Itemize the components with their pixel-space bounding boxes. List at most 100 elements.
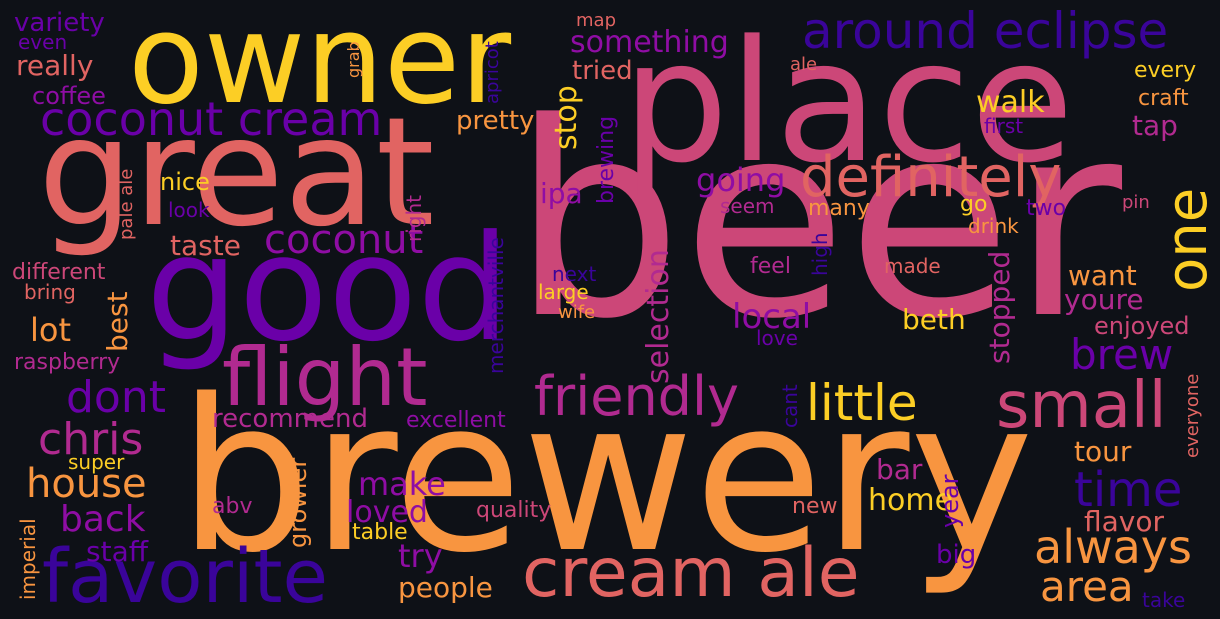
word-place: place bbox=[622, 4, 1074, 200]
word-selection: selection bbox=[641, 249, 676, 384]
word-owner: owner bbox=[128, 0, 512, 132]
word-brew: brew bbox=[1070, 330, 1174, 379]
word-love: love bbox=[756, 326, 798, 350]
word-cant: cant bbox=[778, 384, 802, 428]
word-pin: pin bbox=[1122, 192, 1150, 213]
word-every: every bbox=[1134, 58, 1197, 83]
word-people: people bbox=[398, 571, 493, 604]
word-house: house bbox=[26, 461, 147, 507]
word-bar: bar bbox=[876, 453, 923, 486]
word-beth: beth bbox=[902, 303, 966, 336]
word-variety: variety bbox=[14, 8, 105, 38]
word-merchantville: merchantville bbox=[484, 237, 508, 374]
word-coffee: coffee bbox=[32, 82, 106, 110]
word-area: area bbox=[1040, 562, 1134, 611]
word-even: even bbox=[18, 30, 68, 54]
word-flavor: flavor bbox=[1084, 505, 1165, 538]
word-feel: feel bbox=[750, 254, 791, 279]
word-small: small bbox=[996, 369, 1167, 443]
word-next: next bbox=[552, 262, 597, 286]
word-back: back bbox=[60, 499, 146, 540]
word-ipa: ipa bbox=[540, 177, 583, 210]
word-wife: wife bbox=[558, 302, 596, 323]
word-something: something bbox=[570, 25, 729, 60]
word-high: high bbox=[808, 232, 832, 276]
word-definitely: definitely bbox=[800, 145, 1062, 210]
word-pretty: pretty bbox=[456, 106, 535, 136]
word-coconut: coconut bbox=[264, 217, 424, 263]
word-stopped: stopped bbox=[983, 250, 1016, 364]
word-lot: lot bbox=[30, 311, 72, 349]
word-recommend: recommend bbox=[212, 404, 368, 434]
word-good: good bbox=[146, 204, 511, 374]
word-abv: abv bbox=[212, 494, 253, 519]
word-tour: tour bbox=[1074, 435, 1132, 468]
word-nice: nice bbox=[160, 168, 210, 196]
word-favorite: favorite bbox=[42, 534, 328, 619]
word-raspberry: raspberry bbox=[14, 350, 121, 375]
word-around-eclipse: around eclipse bbox=[802, 2, 1169, 60]
word-youre: youre bbox=[1064, 283, 1144, 316]
word-staff: staff bbox=[86, 535, 149, 568]
word-map: map bbox=[576, 10, 616, 31]
word-loved: loved bbox=[346, 495, 428, 530]
word-great: great bbox=[38, 86, 435, 260]
word-make: make bbox=[358, 465, 446, 503]
word-always: always bbox=[1034, 520, 1192, 574]
word-many: many bbox=[808, 196, 870, 221]
word-try: try bbox=[398, 537, 443, 575]
word-take: take bbox=[1142, 588, 1186, 612]
word-ale: ale bbox=[790, 54, 818, 75]
word-new: new bbox=[792, 494, 838, 519]
word-go: go bbox=[960, 192, 988, 217]
word-friendly: friendly bbox=[534, 365, 739, 428]
word-seem: seem bbox=[720, 194, 775, 218]
word-quality: quality bbox=[476, 498, 552, 523]
word-chris: chris bbox=[38, 414, 144, 465]
word-large: large bbox=[538, 280, 589, 304]
word-look: look bbox=[168, 198, 210, 222]
word-flight: flight bbox=[222, 331, 428, 424]
word-two: two bbox=[1026, 196, 1067, 221]
word-grab: grab bbox=[344, 41, 363, 78]
word-big: big bbox=[936, 540, 977, 570]
word-enjoyed: enjoyed bbox=[1094, 312, 1190, 340]
word-beer: beer bbox=[512, 66, 1123, 378]
word-time: time bbox=[1074, 462, 1183, 518]
word-cream-ale: cream ale bbox=[522, 534, 860, 613]
word-little: little bbox=[806, 374, 918, 432]
word-year: year bbox=[936, 474, 964, 528]
word-really: really bbox=[16, 49, 94, 82]
word-going: going bbox=[696, 161, 786, 199]
word-apricot: apricot bbox=[482, 41, 503, 104]
word-first: first bbox=[984, 114, 1024, 138]
word-right: right bbox=[402, 195, 426, 242]
word-local: local bbox=[732, 297, 812, 337]
word-growler: growler bbox=[284, 457, 312, 548]
word-tap: tap bbox=[1132, 109, 1178, 142]
word-home: home bbox=[868, 483, 954, 518]
word-drink: drink bbox=[968, 214, 1019, 238]
word-stop: stop bbox=[549, 85, 584, 150]
word-table: table bbox=[352, 520, 408, 545]
word-excellent: excellent bbox=[406, 408, 506, 433]
word-different: different bbox=[12, 260, 106, 285]
word-brewing: brewing bbox=[594, 115, 619, 204]
word-best: best bbox=[101, 291, 134, 352]
word-super: super bbox=[68, 450, 125, 474]
word-coconut-cream: coconut cream bbox=[40, 92, 383, 146]
word-craft: craft bbox=[1138, 86, 1189, 111]
word-want: want bbox=[1068, 259, 1137, 292]
word-pale-ale: pale ale bbox=[116, 168, 137, 240]
word-bring: bring bbox=[24, 280, 76, 304]
word-taste: taste bbox=[170, 229, 241, 262]
word-brewery: brewery bbox=[178, 354, 1034, 599]
word-walk: walk bbox=[976, 85, 1045, 120]
word-tried: tried bbox=[572, 56, 633, 86]
word-imperial: imperial bbox=[16, 518, 40, 600]
word-dont: dont bbox=[66, 372, 166, 423]
word-made: made bbox=[884, 254, 941, 278]
word-everyone: everyone bbox=[1182, 373, 1203, 458]
word-one: one bbox=[1155, 187, 1220, 292]
